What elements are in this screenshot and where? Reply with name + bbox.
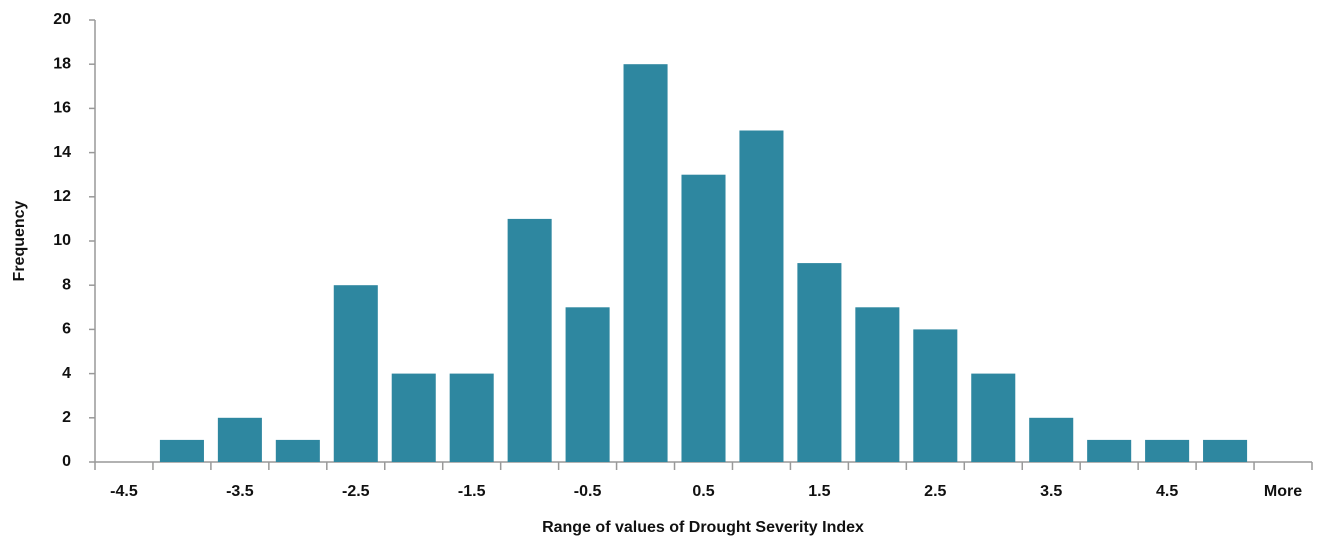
- y-tick-label: 12: [53, 188, 71, 205]
- y-tick-label: 8: [62, 276, 71, 293]
- bar: [971, 373, 1016, 462]
- bar: [449, 373, 494, 462]
- bar: [797, 263, 842, 462]
- bar: [1029, 417, 1074, 462]
- x-tick-label: 1.5: [808, 483, 830, 500]
- x-tick-label: -4.5: [110, 483, 138, 500]
- y-tick-label: 14: [53, 144, 71, 161]
- y-tick-label: 16: [53, 100, 71, 117]
- bar: [681, 174, 726, 462]
- bar: [275, 439, 320, 462]
- bar: [565, 307, 610, 462]
- x-tick-label: 4.5: [1156, 483, 1178, 500]
- x-tick-label: 0.5: [692, 483, 714, 500]
- x-axis-label: Range of values of Drought Severity Inde…: [542, 519, 864, 536]
- bar: [623, 64, 668, 462]
- y-tick-label: 6: [62, 321, 71, 338]
- x-tick-label: More: [1264, 483, 1302, 500]
- bar: [1087, 439, 1132, 462]
- y-axis-label: Frequency: [11, 200, 28, 281]
- x-tick-label: 3.5: [1040, 483, 1062, 500]
- y-tick-label: 4: [62, 365, 71, 382]
- y-tick-label: 2: [62, 409, 71, 426]
- x-tick-label: -3.5: [226, 483, 254, 500]
- bar: [217, 417, 262, 462]
- y-tick-label: 10: [53, 232, 71, 249]
- bar: [507, 218, 552, 462]
- x-tick-label: -2.5: [342, 483, 370, 500]
- bar: [391, 373, 436, 462]
- bar: [1203, 439, 1248, 462]
- bar: [159, 439, 204, 462]
- x-tick-label: -0.5: [574, 483, 602, 500]
- y-tick-label: 18: [53, 55, 71, 72]
- bar: [739, 130, 784, 462]
- y-tick-label: 20: [53, 11, 71, 28]
- bar: [1145, 439, 1190, 462]
- bar: [333, 285, 378, 462]
- y-tick-label: 0: [62, 453, 71, 470]
- x-tick-label: 2.5: [924, 483, 946, 500]
- bar: [913, 329, 958, 462]
- x-tick-label: -1.5: [458, 483, 486, 500]
- bar: [855, 307, 900, 462]
